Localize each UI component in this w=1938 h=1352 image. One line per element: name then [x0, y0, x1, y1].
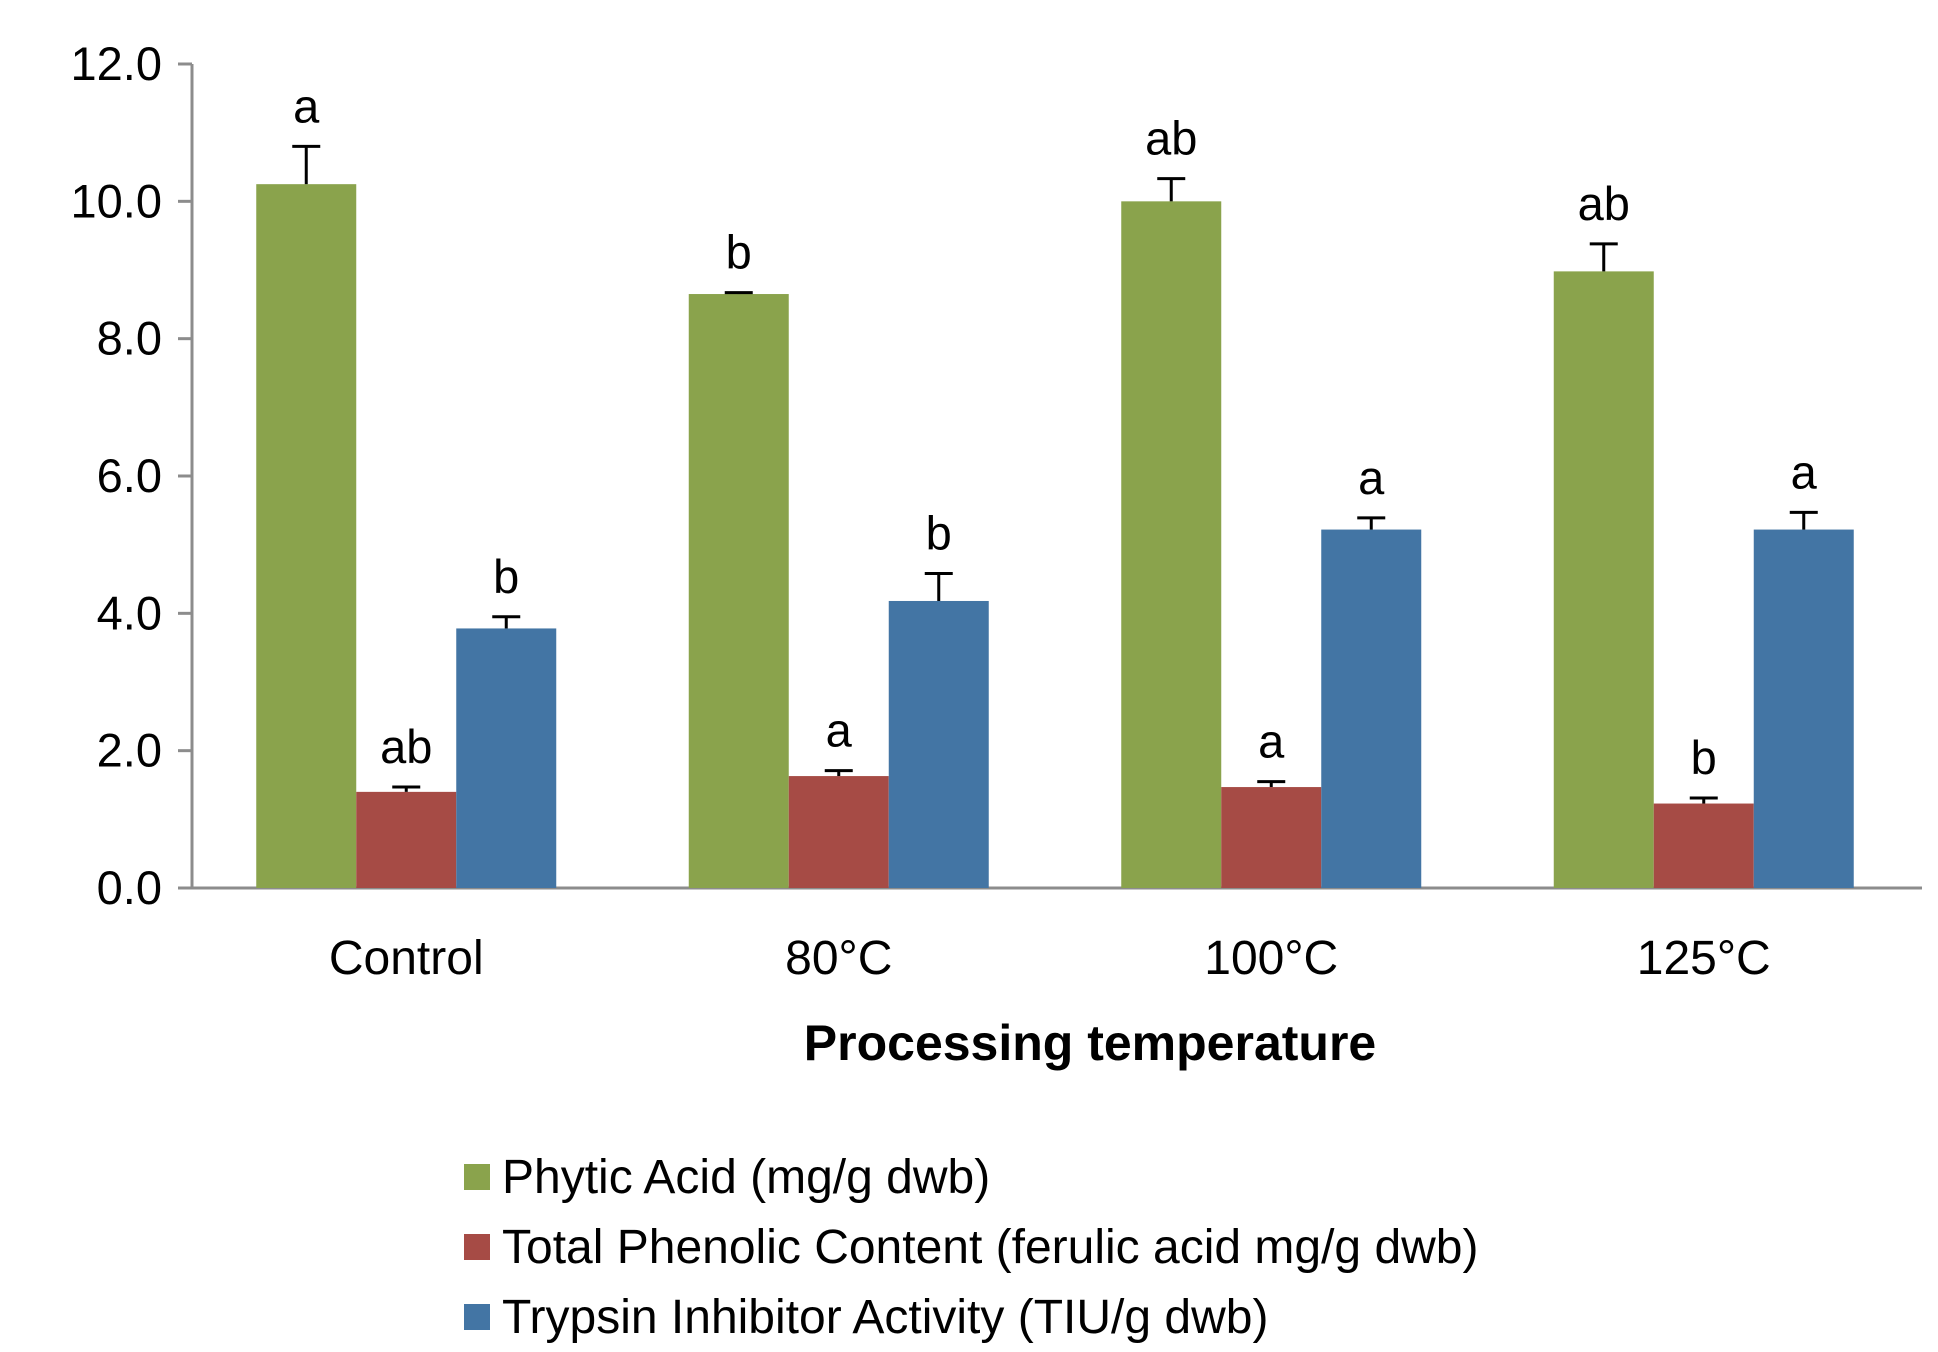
x-tick-label: 80°C: [785, 932, 892, 985]
x-axis-title: Processing temperature: [804, 1015, 1376, 1071]
legend-label: Phytic Acid (mg/g dwb): [502, 1151, 990, 1204]
y-tick-label: 8.0: [97, 312, 162, 365]
y-axis: 0.0 2.0 4.0 6.0 8.0 10.0 12.0: [71, 37, 194, 914]
x-tick-label: Control: [329, 932, 484, 985]
bar: [356, 791, 457, 888]
bar: [788, 776, 889, 888]
bar: [1221, 787, 1322, 888]
y-tick-label: 4.0: [97, 586, 162, 639]
bar: [256, 184, 357, 888]
significance-letter: b: [926, 507, 952, 560]
significance-letter: a: [826, 704, 853, 757]
legend-label: Total Phenolic Content (ferulic acid mg/…: [502, 1221, 1478, 1274]
x-axis: Control 80°C 100°C 125°C: [192, 886, 1922, 985]
y-tick-label: 2.0: [97, 724, 162, 777]
significance-letter: a: [1258, 715, 1285, 768]
bar: [1553, 271, 1654, 889]
significance-letter: b: [1691, 731, 1717, 784]
significance-letter: b: [726, 226, 752, 279]
y-tick-label: 0.0: [97, 861, 162, 914]
legend-swatch: [464, 1304, 490, 1330]
significance-letter: a: [293, 79, 320, 132]
y-tick-label: 10.0: [71, 174, 162, 227]
bar: [688, 294, 789, 888]
bar: [1753, 529, 1854, 888]
significance-letter: ab: [1578, 177, 1630, 230]
bar-series-group: [256, 184, 1854, 889]
x-tick-label: 125°C: [1637, 932, 1771, 985]
bar: [1321, 529, 1422, 888]
bar: [1653, 803, 1754, 888]
bar: [1121, 201, 1222, 889]
bar: [888, 600, 989, 888]
bar: [456, 628, 557, 888]
legend-label: Trypsin Inhibitor Activity (TIU/g dwb): [502, 1291, 1268, 1344]
y-tick-label: 12.0: [71, 37, 162, 90]
legend-swatch: [464, 1164, 490, 1190]
error-bars-group: [292, 144, 1818, 804]
significance-letter: b: [493, 550, 519, 603]
legend: Phytic Acid (mg/g dwb) Total Phenolic Con…: [464, 1151, 1478, 1344]
significance-letter: a: [1358, 451, 1385, 504]
legend-swatch: [464, 1234, 490, 1260]
significance-letter: ab: [1145, 112, 1197, 165]
significance-letter: a: [1791, 445, 1818, 498]
significance-letter: ab: [380, 720, 432, 773]
x-tick-label: 100°C: [1204, 932, 1338, 985]
y-tick-label: 6.0: [97, 449, 162, 502]
